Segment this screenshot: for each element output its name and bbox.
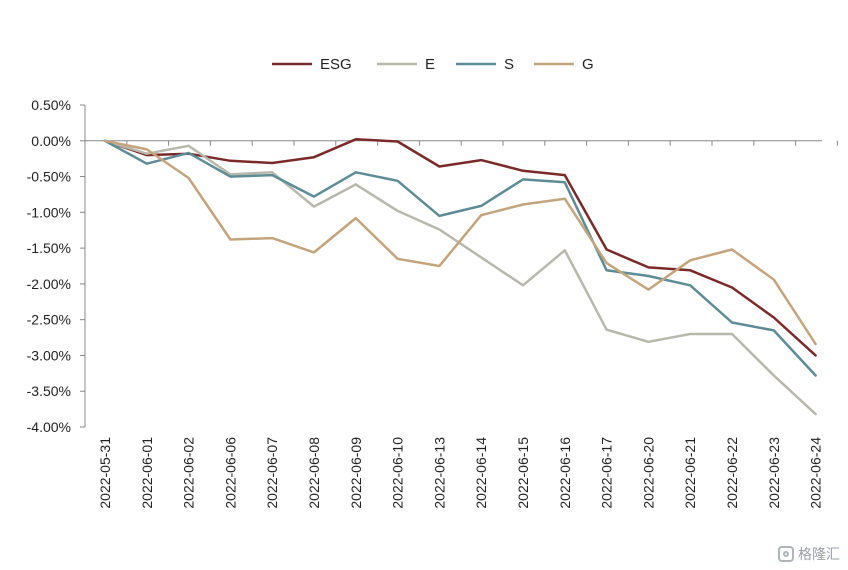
x-tick-label: 2022-06-09: [348, 437, 364, 509]
legend-label-s: S: [504, 56, 514, 73]
x-tick-label: 2022-06-08: [306, 437, 322, 509]
y-axis: 0.50% 0.00% -0.50% -1.00% -1.50% -2.00% -2.50%…: [27, 97, 86, 435]
x-tick-label: 2022-05-31: [97, 437, 113, 509]
legend-label-e: E: [425, 56, 435, 73]
y-tick-label: -3.50%: [27, 383, 71, 399]
y-tick-label: -1.50%: [27, 240, 71, 256]
watermark-text: 格隆汇: [798, 546, 840, 562]
x-axis: 2022-05-31 2022-06-01 2022-06-02 2022-06-06…: [84, 140, 838, 509]
y-tick-label: -2.00%: [27, 276, 71, 292]
series-line-e: [103, 139, 817, 416]
x-tick-label: 2022-06-23: [766, 437, 782, 509]
series-line-g: [103, 139, 817, 346]
gelonghui-logo-icon: [778, 546, 794, 562]
series-lines: [103, 138, 817, 416]
x-tick-label: 2022-06-17: [599, 437, 615, 509]
x-tick-label: 2022-06-13: [431, 437, 447, 509]
x-tick-label: 2022-06-20: [640, 437, 656, 509]
x-tick-label: 2022-06-22: [724, 437, 740, 509]
series-line-s: [103, 139, 817, 377]
legend-label-g: G: [582, 56, 594, 73]
x-tick-label: 2022-06-21: [682, 437, 698, 509]
y-tick-label: 0.50%: [31, 97, 71, 113]
y-tick-label: -2.50%: [27, 312, 71, 328]
y-tick-label: -0.50%: [27, 169, 71, 185]
x-tick-label: 2022-06-06: [222, 437, 238, 509]
y-tick-label: -1.00%: [27, 204, 71, 220]
series-line-esg: [103, 138, 817, 357]
x-tick-label: 2022-06-24: [808, 437, 824, 509]
x-tick-label: 2022-06-16: [557, 437, 573, 509]
x-tick-label: 2022-06-14: [473, 437, 489, 509]
x-tick-label: 2022-06-10: [390, 437, 406, 509]
legend: ESG E S G: [272, 56, 594, 73]
x-tick-label: 2022-06-15: [515, 437, 531, 509]
x-tick-label: 2022-06-01: [139, 437, 155, 509]
x-tick-label: 2022-06-02: [181, 437, 197, 509]
y-tick-label: -3.00%: [27, 347, 71, 363]
y-tick-label: 0.00%: [31, 133, 71, 149]
legend-label-esg: ESG: [320, 56, 352, 73]
x-tick-label: 2022-06-07: [264, 437, 280, 509]
y-tick-label: -4.00%: [27, 419, 71, 435]
watermark: 格隆汇: [778, 544, 840, 564]
